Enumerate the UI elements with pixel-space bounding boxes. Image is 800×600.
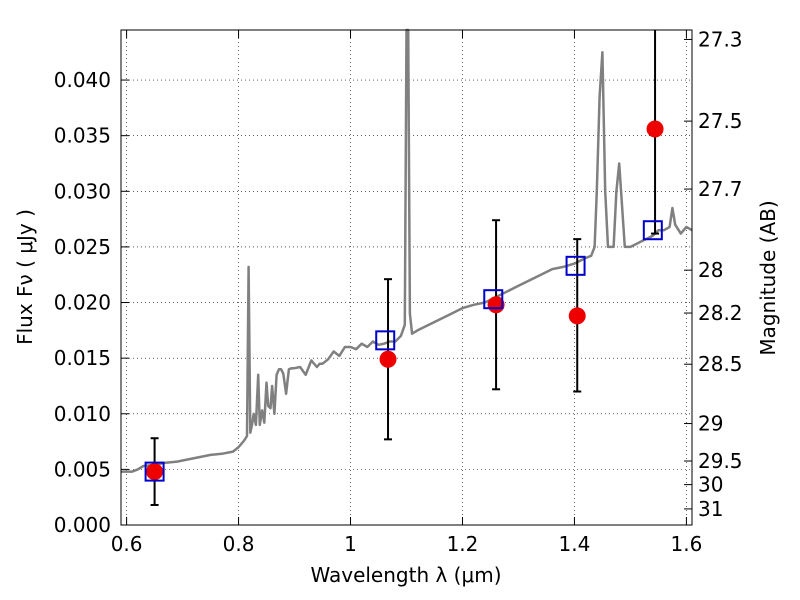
x-tick-label: 1.2	[447, 532, 479, 556]
y-tick-labels: 0.000 0.005 0.010 0.015 0.020 0.025 0.030 0.035…	[54, 68, 111, 537]
mag-tick-label: 29	[698, 412, 723, 436]
x-tick-label: 0.6	[111, 532, 143, 556]
mag-tick-label: 27.5	[698, 109, 743, 133]
y-tick-label: 0.015	[54, 346, 111, 370]
model-photometry-square	[642, 220, 663, 241]
y-tick-label: 0.010	[54, 402, 111, 426]
mag-tick-label: 28.2	[698, 301, 743, 325]
observed-point	[146, 463, 164, 481]
model-photometry-square	[483, 289, 504, 310]
x-tick-label: 1.6	[670, 532, 702, 556]
observed-point	[568, 307, 586, 325]
x-tick-labels: 0.6 0.8 1 1.2 1.4 1.6	[111, 532, 703, 556]
x-axis-label: Wavelength λ (μm)	[310, 563, 501, 587]
y-tick-label: 0.000	[54, 513, 111, 537]
y-tick-label: 0.035	[54, 124, 111, 148]
y-tick-label: 0.030	[54, 179, 111, 203]
y-tick-label: 0.020	[54, 291, 111, 315]
axis-ticks	[121, 30, 692, 526]
right-axis-label: Magnitude (AB)	[756, 200, 780, 355]
model-photometry-square	[144, 461, 165, 482]
x-tick-label: 1	[344, 532, 357, 556]
y-tick-label: 0.040	[54, 68, 111, 92]
mag-tick-label: 29.5	[698, 449, 743, 473]
mag-tick-label: 31	[698, 497, 723, 521]
y-axis-label: Flux Fν ( μJy )	[13, 209, 37, 345]
mag-tick-label: 27.7	[698, 177, 743, 201]
x-tick-label: 1.4	[559, 532, 591, 556]
mag-tick-label: 28.5	[698, 352, 743, 376]
observed-point	[646, 120, 664, 138]
model-spectrum-line	[121, 28, 693, 473]
x-tick-label: 0.8	[223, 532, 255, 556]
mag-tick-label: 28	[698, 258, 723, 282]
mag-tick-label: 27.3	[698, 27, 743, 51]
y-tick-label: 0.005	[54, 457, 111, 481]
model-photometry-squares	[144, 220, 663, 482]
axes-frame	[120, 29, 693, 526]
model-photometry-square	[375, 330, 396, 351]
grid	[121, 30, 692, 525]
model-photometry-square	[565, 255, 586, 276]
y-tick-label: 0.025	[54, 235, 111, 259]
observed-point	[379, 350, 397, 368]
mag-tick-label: 30	[698, 473, 723, 497]
